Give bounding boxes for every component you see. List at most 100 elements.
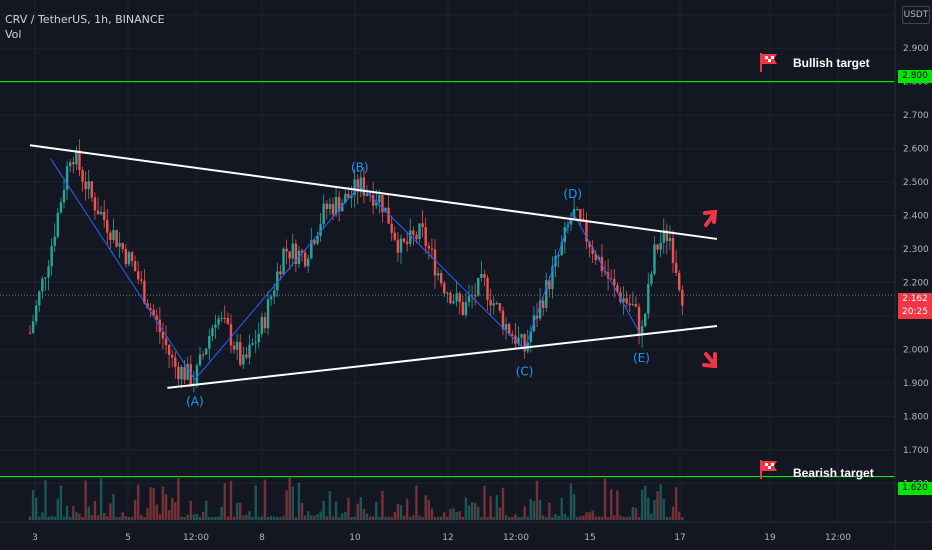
time-tick-label: 5 bbox=[125, 533, 131, 543]
upper-trendline[interactable] bbox=[29, 144, 718, 240]
volume-bar bbox=[328, 491, 332, 520]
volume-bar bbox=[526, 516, 529, 520]
volume-bar bbox=[322, 500, 325, 520]
candle-body bbox=[294, 243, 298, 265]
candle-body bbox=[56, 212, 60, 237]
price-axis[interactable] bbox=[895, 0, 932, 550]
currency-label[interactable]: USDT bbox=[902, 6, 930, 24]
candle-body bbox=[167, 344, 171, 355]
candle-body bbox=[291, 243, 294, 259]
wave-path bbox=[50, 158, 642, 381]
candle-body bbox=[75, 150, 78, 165]
volume-bar bbox=[347, 497, 350, 520]
candle-body bbox=[378, 194, 381, 203]
candle-body bbox=[279, 271, 282, 275]
candle-body bbox=[653, 244, 656, 274]
candle-body bbox=[41, 278, 44, 292]
candle-body bbox=[427, 245, 431, 249]
volume-bar bbox=[263, 479, 267, 520]
volume-bar bbox=[430, 508, 434, 520]
candle-body bbox=[449, 292, 452, 304]
candle-body bbox=[344, 193, 347, 204]
candle-body bbox=[480, 273, 483, 278]
candle-body bbox=[195, 365, 199, 384]
flag-icon bbox=[760, 53, 777, 72]
volume-bar bbox=[375, 501, 378, 520]
candle-body bbox=[282, 248, 285, 275]
price-tick-label: 2.700 bbox=[903, 111, 929, 121]
volume-bar bbox=[198, 516, 202, 520]
candle-body bbox=[164, 338, 168, 345]
volume-bar bbox=[226, 516, 230, 520]
volume-bar bbox=[566, 516, 570, 520]
volume-bar bbox=[143, 516, 146, 520]
candle-body bbox=[183, 367, 186, 380]
candle-body bbox=[647, 283, 650, 314]
volume-bar bbox=[659, 484, 662, 520]
current-price-value: 2.162 bbox=[902, 294, 928, 304]
volume-bar bbox=[93, 500, 97, 520]
current-price-tag: 2.162 20:25 bbox=[898, 293, 932, 319]
candle-body bbox=[115, 230, 118, 247]
lower-trendline[interactable] bbox=[167, 324, 718, 389]
candle-body bbox=[59, 202, 63, 213]
candle-body bbox=[637, 306, 641, 336]
candle-body bbox=[124, 249, 128, 265]
candle-body bbox=[464, 301, 468, 316]
wave-label: (A) bbox=[186, 395, 204, 409]
candle-body bbox=[412, 230, 415, 235]
candle-body bbox=[368, 193, 372, 195]
volume-bar bbox=[303, 515, 307, 520]
candle-body bbox=[155, 315, 158, 320]
price-tick-label: 2.000 bbox=[903, 345, 929, 355]
wave-line bbox=[50, 158, 642, 381]
volume-bar bbox=[53, 516, 56, 520]
candle-body bbox=[186, 364, 189, 380]
candle-body bbox=[251, 343, 254, 345]
time-tick-label: 12:00 bbox=[183, 533, 209, 543]
volume-bar bbox=[511, 517, 514, 520]
volume-bar bbox=[665, 516, 669, 520]
volume-bar bbox=[458, 511, 461, 520]
volume-bar bbox=[545, 516, 548, 520]
candle-body bbox=[269, 296, 273, 300]
candle-body bbox=[603, 271, 607, 273]
candle-body bbox=[152, 309, 155, 316]
volume-bar bbox=[149, 487, 152, 520]
volume-bar bbox=[371, 516, 375, 520]
time-axis[interactable] bbox=[0, 522, 895, 550]
volume-bar bbox=[477, 506, 480, 520]
candle-body bbox=[541, 300, 545, 308]
volume-bar bbox=[75, 512, 78, 520]
candle-body bbox=[507, 324, 511, 335]
candle-body bbox=[390, 223, 393, 233]
volume-bar bbox=[266, 516, 270, 520]
candle-body bbox=[44, 277, 47, 279]
candle-body bbox=[452, 301, 455, 304]
volume-bar bbox=[214, 516, 217, 520]
candle-body bbox=[387, 207, 390, 224]
bullish-target-label: Bullish target bbox=[793, 56, 870, 70]
candle-body bbox=[235, 342, 239, 350]
volume-bar bbox=[402, 515, 406, 520]
volume-bar bbox=[560, 498, 563, 520]
candle-body bbox=[455, 293, 458, 302]
candle-body bbox=[538, 300, 542, 319]
volume-bar bbox=[307, 510, 310, 520]
time-tick-label: 17 bbox=[674, 533, 685, 543]
candle-body bbox=[248, 344, 251, 358]
volume-bar bbox=[489, 496, 492, 520]
volume-bar bbox=[133, 499, 137, 520]
price-tick-label: 2.600 bbox=[903, 145, 929, 155]
candle-body bbox=[171, 354, 174, 358]
candle-body bbox=[260, 317, 264, 334]
volume-bar bbox=[291, 486, 294, 520]
volume-indicator-label[interactable]: Vol bbox=[5, 28, 22, 41]
candle-body bbox=[106, 219, 109, 233]
volume-bar bbox=[591, 510, 594, 520]
candle-body bbox=[409, 230, 412, 244]
candle-body bbox=[371, 194, 375, 206]
candle-body bbox=[430, 248, 434, 250]
volume-bar bbox=[239, 502, 242, 520]
